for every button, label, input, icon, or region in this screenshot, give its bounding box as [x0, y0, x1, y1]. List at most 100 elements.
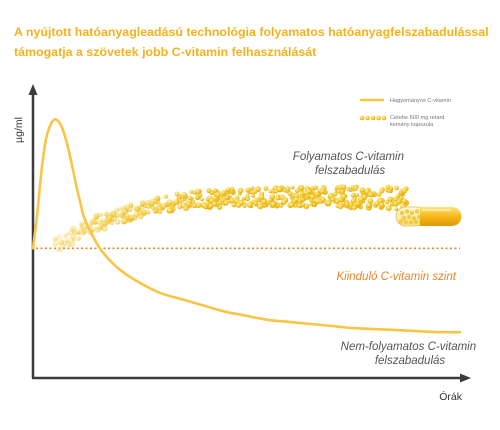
- cetebe-granule-dot: [157, 209, 163, 214]
- cetebe-granule-dot: [75, 229, 81, 235]
- cetebe-granule-dot: [358, 196, 364, 203]
- cetebe-granule-dot: [402, 187, 408, 194]
- cetebe-granule-dot: [96, 224, 103, 231]
- cetebe-granule-dot: [128, 202, 134, 207]
- annotation-continuous: Folyamatos C-vitamin felszabadulás: [293, 151, 407, 177]
- cetebe-granule-dot: [245, 187, 251, 193]
- cetebe-granule-dot: [166, 207, 173, 214]
- cetebe-granule-dot: [91, 228, 96, 232]
- cetebe-granule-dot: [111, 211, 117, 218]
- cetebe-granule-dot: [177, 204, 183, 210]
- cetebe-granule-dot: [194, 188, 201, 195]
- cetebe-granule-dot: [384, 200, 390, 205]
- capsule-icon: [395, 206, 462, 227]
- cetebe-granule-dot: [133, 205, 139, 212]
- legend-label-cetebe-line-2: kemény kapszula: [390, 122, 434, 128]
- cetebe-granule-dot: [389, 186, 394, 191]
- cetebe-granule-dot: [71, 229, 76, 234]
- cetebe-granule-dot: [213, 188, 218, 193]
- cetebe-granule-dot: [110, 221, 115, 226]
- cetebe-granule-dot: [304, 191, 309, 195]
- cetebe-granule-dot: [376, 192, 382, 197]
- cetebe-granule-dot: [230, 187, 235, 192]
- cetebe-granule-dot: [379, 188, 385, 194]
- cetebe-granule-dot: [118, 207, 122, 211]
- cetebe-granule-dot: [298, 184, 305, 191]
- cetebe-granule-dot: [62, 234, 68, 239]
- cetebe-granule-dot: [105, 217, 111, 224]
- cetebe-granule-dot: [55, 246, 61, 253]
- legend-label-conventional: Hagyományos C-vitamin: [390, 98, 451, 104]
- cetebe-granule-dot: [257, 203, 264, 210]
- cetebe-granule-dot: [153, 199, 158, 204]
- cetebe-granule-dot: [387, 196, 393, 202]
- cetebe-granule-dot: [215, 191, 221, 198]
- cetebe-granule-dot: [242, 196, 246, 201]
- series-conventional-line: [31, 118, 462, 334]
- cetebe-granule-dot: [394, 185, 399, 191]
- cetebe-granule-dot: [195, 195, 200, 200]
- cetebe-granule-dot: [366, 202, 372, 209]
- cetebe-granule-dot: [224, 195, 229, 200]
- cetebe-granule-dot: [52, 236, 58, 242]
- cetebe-granule-dot: [401, 198, 408, 205]
- cetebe-granule-dot: [293, 193, 300, 199]
- cetebe-granule-dot: [379, 202, 385, 208]
- cetebe-granule-dot: [367, 191, 374, 198]
- cetebe-granule-dot: [279, 203, 284, 208]
- annotation-noncontinuous-line-2: felszabadulás: [375, 355, 446, 367]
- cetebe-granule-dot: [336, 189, 341, 194]
- cetebe-granule-dot: [181, 192, 188, 199]
- cetebe-granule-dot: [166, 199, 173, 206]
- cetebe-granule-dot: [263, 186, 269, 191]
- cetebe-granule-dot: [189, 189, 194, 194]
- annotation-continuous-line-1: Folyamatos C-vitamin: [293, 151, 404, 163]
- cetebe-granule-dot: [82, 228, 88, 234]
- cetebe-granule-dot: [274, 189, 279, 194]
- cetebe-granule-dot: [115, 219, 121, 225]
- cetebe-granule-dot: [282, 188, 287, 193]
- cetebe-granule-dot: [245, 196, 251, 202]
- legend: Hagyományos C-vitamin Cetebe 500 mg reta…: [359, 98, 451, 128]
- cetebe-granule-dot: [98, 218, 103, 223]
- cetebe-granule-dot: [211, 201, 218, 207]
- cetebe-granule-dot: [340, 194, 347, 200]
- cetebe-granule-dot: [332, 191, 338, 197]
- cetebe-granule-dot: [287, 191, 293, 197]
- cetebe-granule-dot: [141, 209, 148, 216]
- cetebe-granule-dot: [99, 212, 104, 217]
- cetebe-granule-dot: [270, 201, 276, 208]
- cetebe-granule-dot: [330, 197, 335, 202]
- cetebe-granule-dot: [341, 184, 347, 190]
- cetebe-granule-dot: [346, 186, 351, 191]
- cetebe-granule-dot: [242, 204, 247, 208]
- cetebe-granule-dot: [367, 198, 374, 204]
- cetebe-granule-dot: [114, 207, 120, 213]
- cetebe-granule-dot: [111, 216, 117, 222]
- cetebe-granule-dot: [174, 191, 180, 197]
- cetebe-granule-dot: [250, 190, 255, 195]
- cetebe-granule-dot: [315, 192, 320, 197]
- cetebe-granule-dot: [325, 200, 332, 207]
- cetebe-granule-dot: [103, 212, 109, 217]
- cetebe-granule-dot: [338, 204, 343, 210]
- cetebe-granule-dot: [183, 205, 189, 211]
- cetebe-granule-dot: [309, 202, 314, 207]
- y-axis-label: µg/ml: [13, 117, 25, 143]
- annotation-noncontinuous-line-1: Nem-folyamatos C-vitamin: [341, 341, 476, 353]
- cetebe-granule-dot: [350, 198, 356, 204]
- y-axis-arrow: [28, 84, 38, 95]
- cetebe-granule-dot: [138, 213, 144, 220]
- cetebe-granule-dot: [122, 208, 129, 215]
- cetebe-granule-dot: [318, 199, 323, 204]
- cetebe-granule-dot: [281, 199, 287, 205]
- cetebe-granule-dot: [349, 202, 354, 207]
- cetebe-granule-dot: [145, 209, 151, 215]
- cetebe-granule-dot: [251, 193, 256, 198]
- cetebe-granule-dot: [128, 214, 135, 221]
- cetebe-granule-dot: [229, 197, 235, 204]
- cetebe-granule-dot: [294, 188, 300, 194]
- cetebe-granule-dot: [236, 202, 242, 208]
- cetebe-granule-dot: [385, 205, 392, 212]
- cetebe-granule-dot: [353, 186, 358, 191]
